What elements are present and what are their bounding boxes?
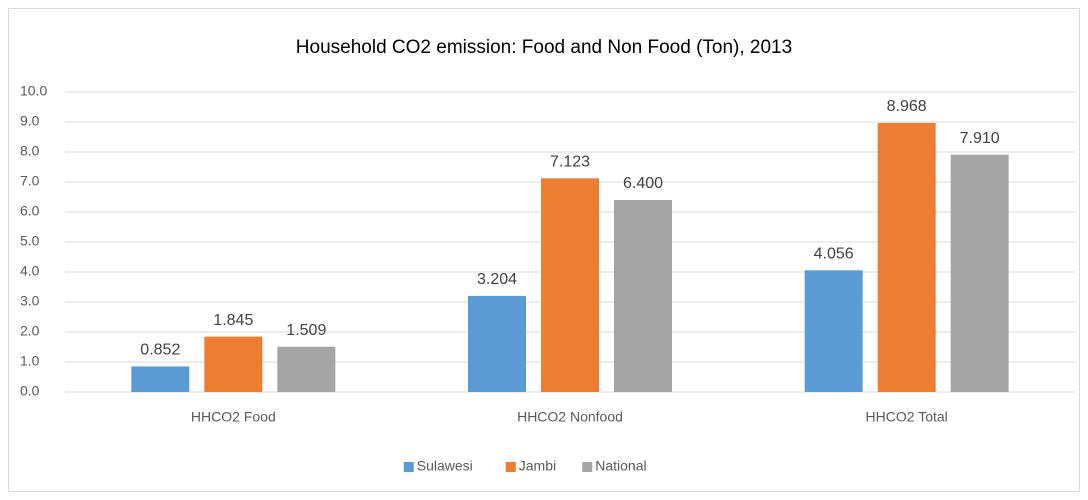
y-tick-label: 3.0 [20,293,40,309]
value-label: 0.852 [140,342,180,359]
y-tick-label: 8.0 [20,143,40,159]
x-tick-label: HHCO2 Nonfood [517,409,623,425]
y-tick-label: 1.0 [20,353,40,369]
y-tick-label: 6.0 [20,203,40,219]
value-label: 6.400 [623,175,663,192]
y-tick-label: 7.0 [20,173,40,189]
y-tick-label: 9.0 [20,113,40,129]
value-label: 3.204 [477,271,517,288]
bar [131,366,190,392]
y-tick-label: 5.0 [20,233,40,249]
value-label: 7.123 [550,154,590,171]
bar [804,270,863,392]
bar [204,336,263,392]
legend-label: Sulawesi [417,458,473,474]
y-tick-label: 2.0 [20,323,40,339]
y-tick-label: 10.0 [20,83,47,99]
value-label: 4.056 [814,246,854,263]
legend-label: National [595,458,646,474]
chart-title: Household CO2 emission: Food and Non Foo… [296,37,792,58]
value-label: 7.910 [960,130,1000,147]
value-label: 1.509 [286,322,326,339]
legend-label: Jambi [519,458,556,474]
bar [877,122,936,393]
x-tick-label: HHCO2 Total [866,409,948,425]
bar [541,178,599,392]
bar [950,154,1009,392]
legend-swatch [403,462,414,472]
bar [614,200,672,392]
y-tick-label: 0.0 [20,383,40,399]
value-label: 1.845 [213,312,253,329]
bar [468,295,526,392]
bar [277,346,336,392]
y-tick-label: 4.0 [20,263,40,279]
legend-swatch [505,462,516,472]
legend-swatch [582,462,593,472]
value-label: 8.968 [887,98,927,115]
x-tick-label: HHCO2 Food [191,409,276,425]
